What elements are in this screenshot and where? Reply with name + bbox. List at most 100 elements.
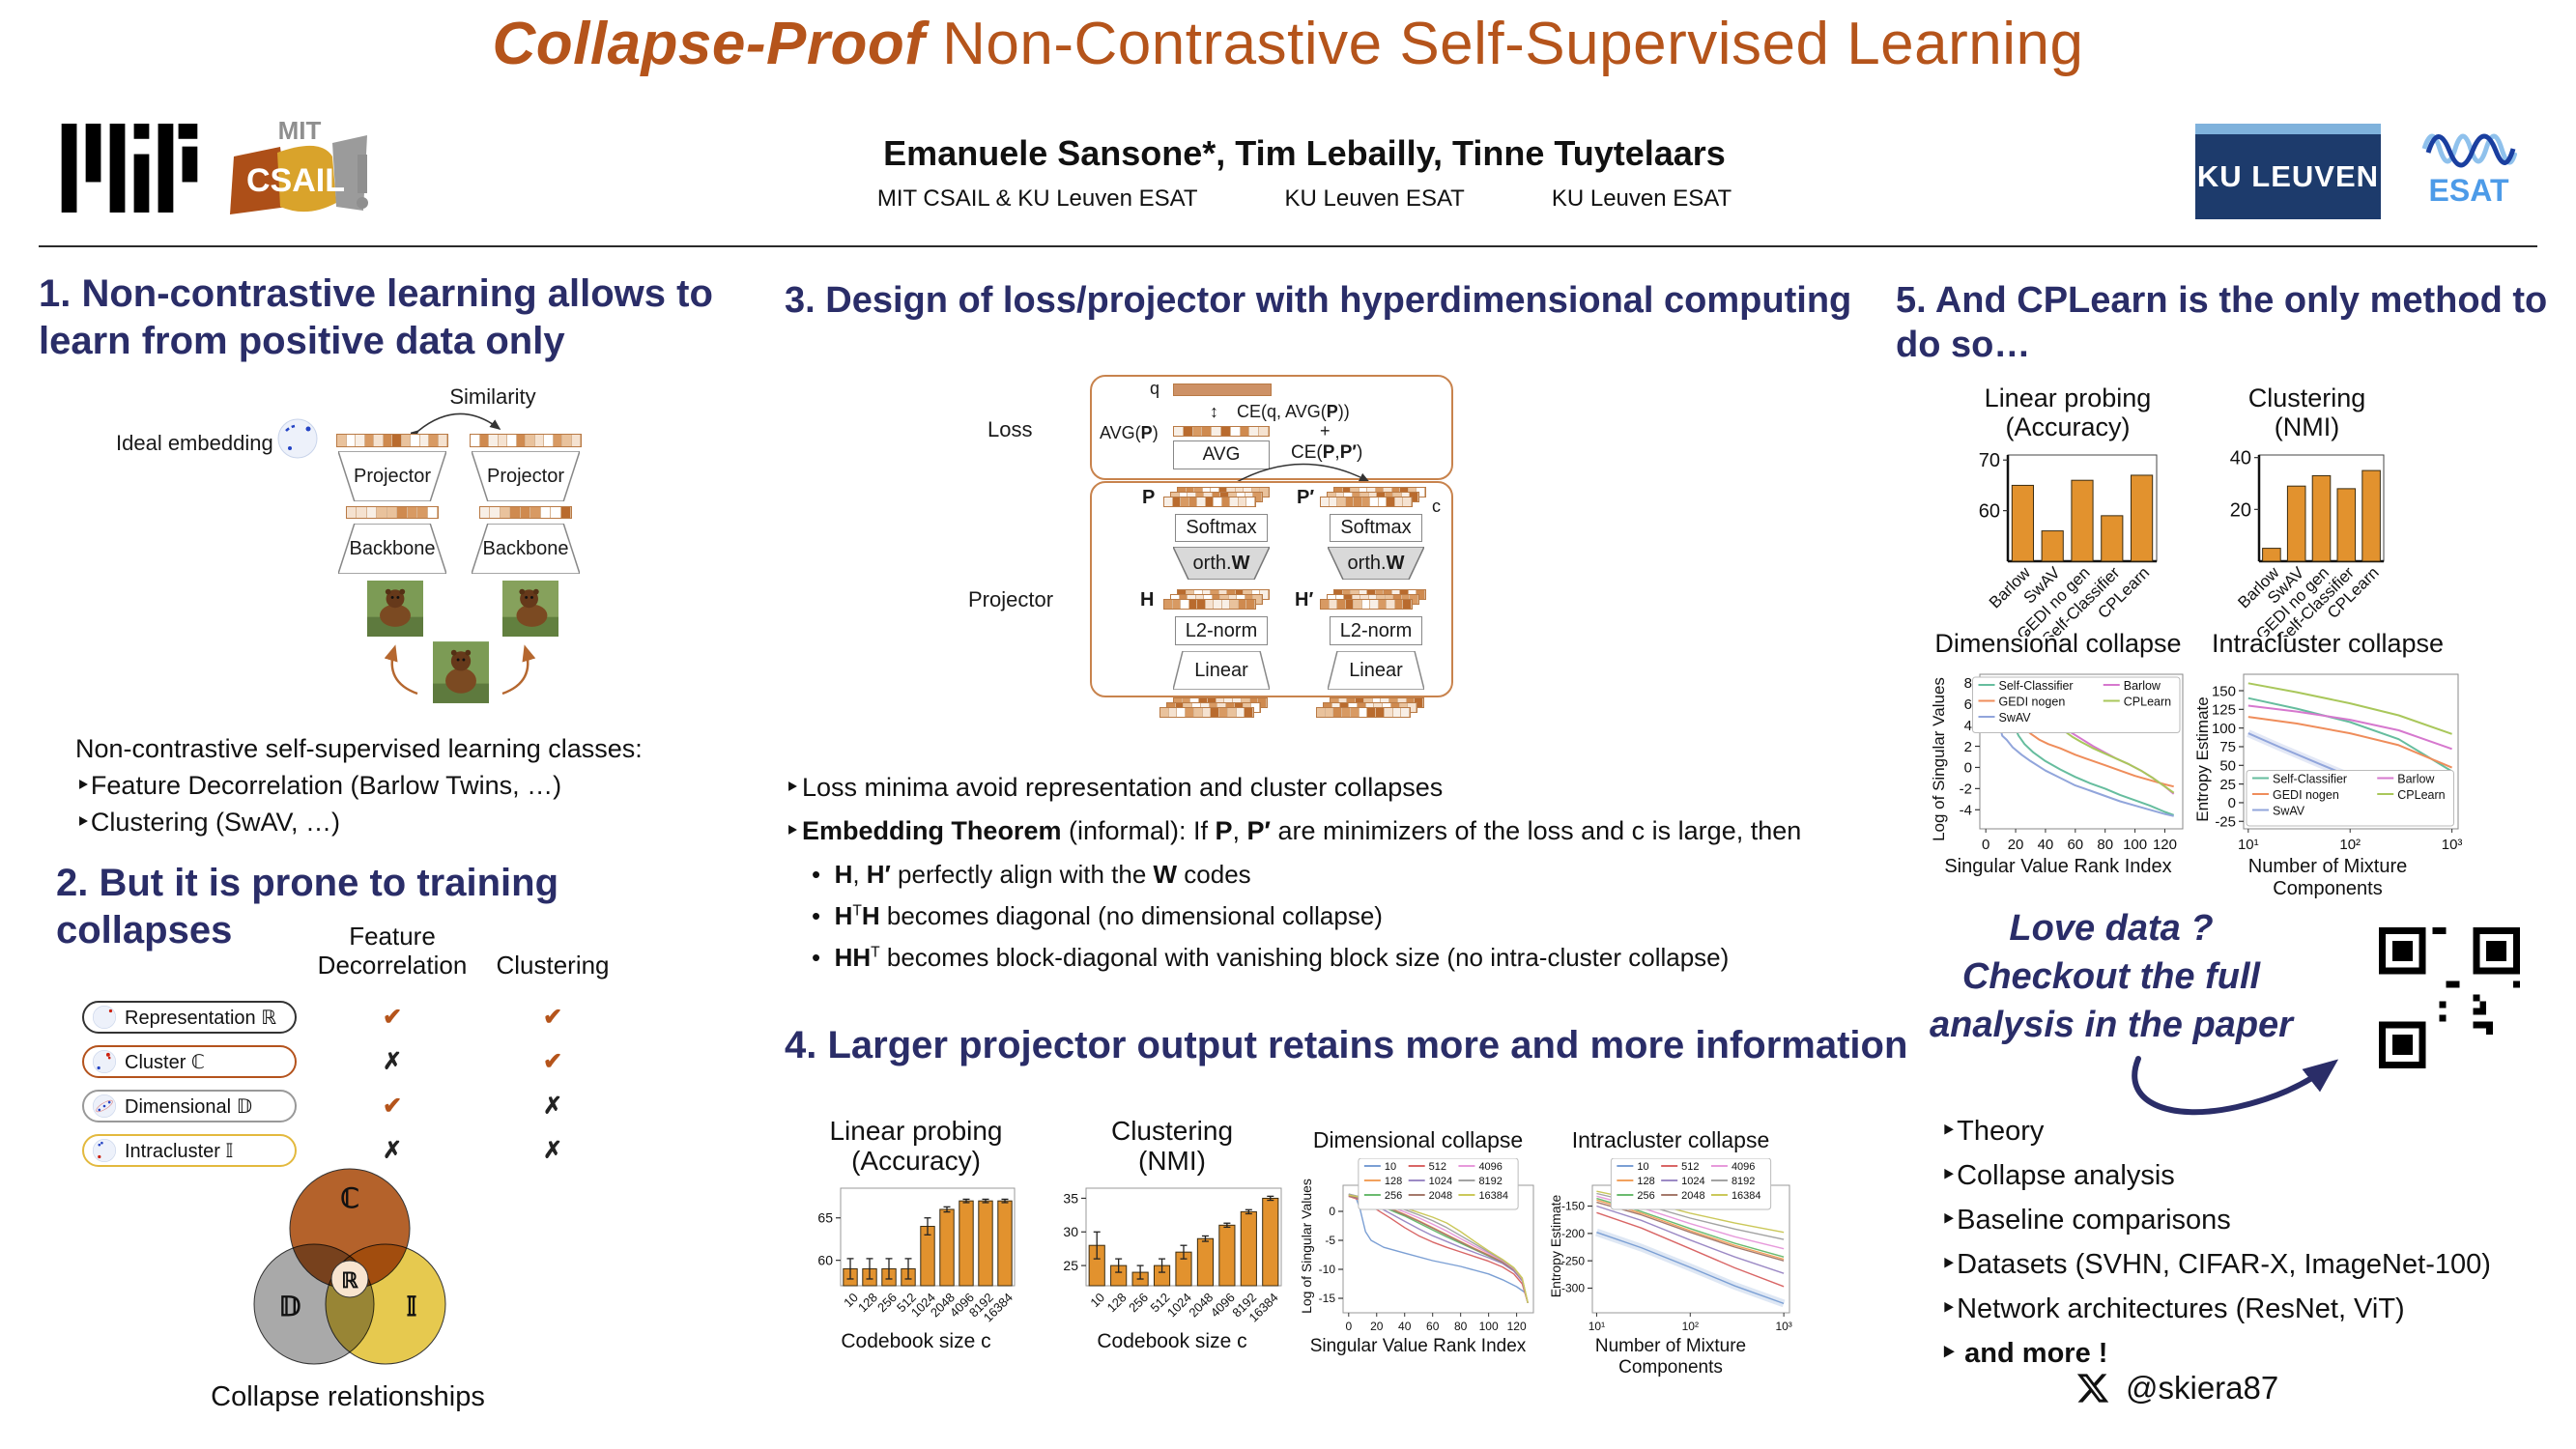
svg-text:8: 8: [1964, 675, 1972, 692]
collapse-row-pill: Intracluster 𝕀: [82, 1134, 297, 1167]
svg-text:Self-Classifier: Self-Classifier: [1999, 678, 2074, 692]
check-mark: ✔: [382, 1004, 403, 1031]
collapse-row-pill: Dimensional 𝔻: [82, 1090, 297, 1122]
twitter-row: @skiera87: [2075, 1370, 2278, 1406]
svg-text:100: 100: [1479, 1320, 1499, 1333]
svg-text:-5: -5: [1325, 1234, 1335, 1247]
avg-p-bar: [1173, 426, 1270, 437]
venn-label-d: 𝔻: [279, 1292, 301, 1321]
venn-label-i: 𝕀: [407, 1292, 417, 1321]
svg-text:512: 512: [1429, 1161, 1446, 1173]
feature-bar: [479, 506, 572, 519]
feature-bar: [346, 506, 439, 519]
venn-caption: Collapse relationships: [211, 1381, 485, 1412]
svg-text:SwAV: SwAV: [1999, 710, 2032, 724]
svg-text:0: 0: [2228, 795, 2236, 811]
svg-text:120: 120: [2153, 837, 2177, 853]
similarity-arc-icon: [411, 412, 501, 435]
affiliation: KU Leuven ESAT: [1284, 185, 1465, 212]
svg-text:100: 100: [2123, 837, 2147, 853]
chart-linear-probing-codebook: Linear probing (Accuracy) 60 65 10 128 256 512…: [812, 1116, 1020, 1353]
collapse-row-label: Dimensional 𝔻: [125, 1095, 252, 1118]
chart-canvas: 25 30 35 10 128 256 512 1024 2048 4096 8192 16384: [1057, 1182, 1287, 1333]
section3-bullets: ‣Loss minima avoid representation and cl…: [785, 773, 1857, 984]
beaver-image: [502, 581, 558, 637]
check-mark: ✔: [382, 1093, 403, 1120]
chart-linear-probing-methods: Linear probing (Accuracy) 60 70 Barlow SwAV G…: [1971, 384, 2164, 648]
svg-text:Barlow: Barlow: [2397, 772, 2435, 785]
svg-text:80: 80: [1454, 1320, 1468, 1333]
list-item: ‣Theory: [1940, 1116, 2045, 1147]
venn-label-r: ℝ: [341, 1268, 358, 1293]
chart-canvas: 8 6 4 2 0 -2 -4 0 20 40 60 80 100 120 Self-Classifier G…: [1945, 665, 2189, 859]
sphere-icon: [92, 1005, 117, 1030]
svg-text:1024: 1024: [1429, 1176, 1452, 1187]
svg-text:0: 0: [1345, 1320, 1352, 1333]
ce-arc-icon: [1227, 463, 1370, 489]
collapse-row-label: Intracluster 𝕀: [125, 1140, 234, 1162]
svg-text:MIT: MIT: [278, 116, 322, 145]
chart-dimensional-collapse-methods: Dimensional collapse Log of Singular Val…: [1928, 629, 2189, 878]
svg-text:256: 256: [1385, 1190, 1402, 1202]
svg-text:8192: 8192: [1478, 1176, 1502, 1187]
ce2-label: CE(P,P′): [1291, 442, 1363, 463]
ku-leuven-logo: KU LEUVEN: [2195, 124, 2381, 219]
svg-text:10¹: 10¹: [1589, 1320, 1605, 1333]
svg-text:4096: 4096: [1478, 1161, 1502, 1173]
svg-text:CSAIL: CSAIL: [246, 162, 345, 199]
svg-text:-15: -15: [1319, 1292, 1336, 1305]
chart-canvas: 150 125 100 75 50 25 0 -25 10¹ 10² 10³ Self-Classif…: [2209, 665, 2464, 859]
projector-box: P P′ c Softmax Softmax orth. W orth. W H…: [1090, 481, 1453, 697]
chart-canvas: 60 70 Barlow SwAV GEDI no gen Self-Classifier…: [1971, 447, 2164, 648]
linear-block: Linear: [1173, 651, 1270, 690]
ku-leuven-label: KU LEUVEN: [2196, 159, 2380, 193]
projector-block: Projector: [472, 451, 580, 501]
svg-text:10³: 10³: [2442, 837, 2463, 853]
avg-p-label: AVG(P): [1100, 423, 1159, 442]
list-item-bold: ‣ and more !: [1940, 1338, 2108, 1369]
section4-heading: 4. Larger projector output retains more …: [785, 1024, 1908, 1066]
svg-text:2: 2: [1964, 738, 1972, 754]
qr-code: [2379, 927, 2520, 1068]
projector-side-label: Projector: [968, 587, 1054, 611]
beaver-image-source: [433, 641, 489, 703]
orth-w-block: orth. W: [1173, 547, 1270, 580]
svg-text:-300: -300: [1561, 1282, 1585, 1295]
svg-text:40: 40: [2038, 837, 2054, 853]
augmentation-arrow-icon: [384, 644, 418, 696]
list-item: ‣Baseline comparisons: [1940, 1205, 2231, 1236]
embedding-bar: [470, 434, 582, 447]
p-label: P: [1142, 487, 1156, 508]
svg-text:GEDI nogen: GEDI nogen: [2273, 787, 2339, 801]
orth-w-block: orth. W: [1328, 547, 1424, 580]
svg-text:10: 10: [1637, 1161, 1648, 1173]
svg-text:20: 20: [2008, 837, 2024, 853]
ce1-label: CE(q, AVG(P)): [1237, 402, 1350, 421]
love-data-note: Love data ? Checkout the full analysis i…: [1930, 908, 2293, 1045]
sphere-icon: [92, 1094, 117, 1119]
list-item: ‣Feature Decorrelation (Barlow Twins, …): [75, 771, 562, 800]
loss-side-label: Loss: [987, 417, 1033, 441]
cross-mark: ✗: [382, 1048, 403, 1075]
backbone-block: Backbone: [472, 524, 580, 574]
svg-text:-25: -25: [2215, 813, 2236, 830]
ssl-classes-text: Non-contrastive self-supervised learning…: [75, 730, 732, 840]
ssl-classes-intro: Non-contrastive self-supervised learning…: [75, 734, 643, 763]
x-logo-icon: [2076, 1374, 2109, 1403]
affiliation: KU Leuven ESAT: [1551, 185, 1732, 212]
h-embeddings: [1163, 589, 1270, 611]
backbone-block: Backbone: [338, 524, 446, 574]
chart-canvas: 20 40 Barlow SwAV GEDI no gen Self-Classifier…: [2222, 447, 2391, 648]
svg-text:50: 50: [2219, 757, 2236, 774]
title-regular-part: Non-Contrastive Self-Supervised Learning: [925, 11, 2084, 77]
c-label: c: [1432, 497, 1441, 516]
svg-text:-4: -4: [1960, 802, 1972, 818]
list-item: ‣Clustering (SwAV, …): [75, 808, 341, 837]
svg-text:20: 20: [1370, 1320, 1384, 1333]
svg-text:60: 60: [817, 1252, 833, 1267]
poster-title: Collapse-Proof Non-Contrastive Self-Supe…: [0, 10, 2576, 78]
p-embeddings: [1163, 487, 1270, 509]
ssl-classes-list: ‣Feature Decorrelation (Barlow Twins, …)…: [75, 767, 732, 840]
section2-heading: 2. But it is prone to training collapses: [56, 862, 558, 952]
